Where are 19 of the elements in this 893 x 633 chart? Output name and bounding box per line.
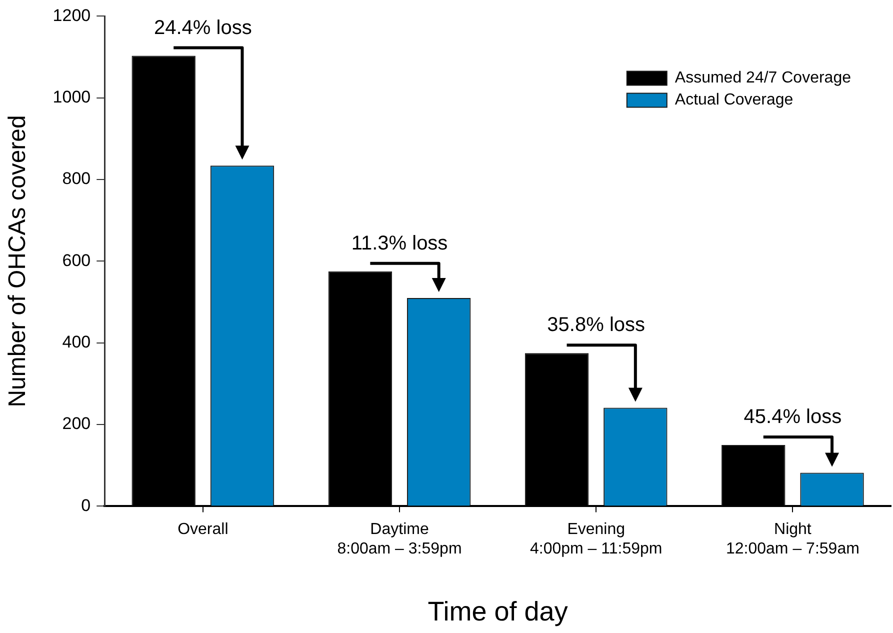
y-tick-label: 800 <box>62 169 91 188</box>
x-tick-label: Overall <box>178 521 228 538</box>
annotation: 11.3% loss <box>351 232 448 254</box>
annotation: 24.4% loss <box>154 16 252 39</box>
y-tick-label: 200 <box>62 414 91 434</box>
legend-label: Actual Coverage <box>674 92 794 109</box>
y-tick-label: 0 <box>81 496 91 515</box>
y-tick-label: 400 <box>62 332 91 352</box>
x-axis-title: Time of day <box>428 596 568 626</box>
y-tick-label: 1200 <box>52 6 91 25</box>
y-tick-label: 600 <box>62 250 91 270</box>
x-tick-label: Night 12:00am – 7:59am <box>726 521 860 558</box>
y-tick-label: 1000 <box>52 88 91 107</box>
x-tick-label: Evening 4:00pm – 11:59pm <box>530 521 662 558</box>
annotation: 45.4% loss <box>744 406 842 428</box>
y-axis-title: Number of OHCAs covered <box>4 115 32 408</box>
x-tick-label: Daytime 8:00am – 3:59pm <box>337 521 462 558</box>
legend-label: Assumed 24/7 Coverage <box>674 70 852 87</box>
annotation: 35.8% loss <box>547 314 646 336</box>
